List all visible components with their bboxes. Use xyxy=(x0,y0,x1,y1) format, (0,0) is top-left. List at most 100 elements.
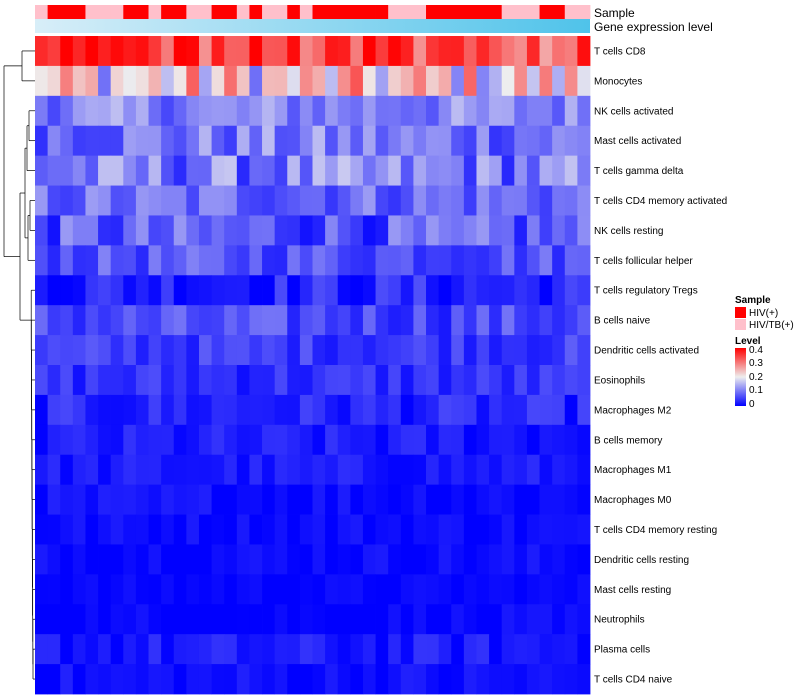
heatmap-cell xyxy=(476,604,490,635)
heatmap-cell xyxy=(198,574,212,605)
heatmap-cell xyxy=(337,544,351,575)
heatmap-cell xyxy=(123,365,137,396)
heatmap-cell xyxy=(35,454,49,486)
heatmap-cell xyxy=(426,275,440,306)
heatmap-cell xyxy=(224,95,238,127)
heatmap-cell xyxy=(325,604,339,635)
heatmap-cell xyxy=(438,484,452,515)
heatmap-cell xyxy=(98,544,112,575)
heatmap-cell xyxy=(577,514,591,545)
heatmap-cell xyxy=(426,454,440,486)
heatmap-cell xyxy=(211,604,225,635)
heatmap-cell xyxy=(438,454,452,486)
heatmap-cell xyxy=(337,484,351,515)
heatmap-cell xyxy=(249,454,263,486)
heatmap-cell xyxy=(60,544,74,575)
heatmap-cell xyxy=(552,215,566,246)
heatmap-cell xyxy=(476,245,490,276)
heatmap-cell xyxy=(388,634,402,665)
heatmap-cell xyxy=(60,365,74,396)
heatmap-cell xyxy=(438,305,452,336)
heatmap-cell xyxy=(72,365,86,396)
heatmap-cell xyxy=(552,634,566,665)
heatmap-cell xyxy=(489,365,503,396)
heatmap-cell xyxy=(135,305,149,336)
heatmap-cell xyxy=(552,65,566,97)
heatmap-cell xyxy=(400,574,414,605)
heatmap-cell xyxy=(375,215,389,246)
heatmap-cell xyxy=(287,215,301,246)
heatmap-cell xyxy=(35,185,49,216)
heatmap-cell xyxy=(514,95,528,127)
heatmap-cell xyxy=(262,664,276,695)
heatmap-cell xyxy=(72,215,86,246)
heatmap-cell xyxy=(85,484,99,515)
heatmap-cell xyxy=(287,514,301,545)
heatmap-cell xyxy=(362,604,376,635)
heatmap-cell xyxy=(211,65,225,97)
heatmap-cell xyxy=(362,155,376,186)
heatmap-cell xyxy=(236,335,250,366)
heatmap-cell xyxy=(249,125,263,157)
heatmap-cell xyxy=(577,544,591,575)
heatmap-cell xyxy=(514,454,528,486)
heatmap-cell xyxy=(262,125,276,157)
heatmap-cell xyxy=(135,65,149,97)
heatmap-cell xyxy=(489,514,503,545)
heatmap-cell xyxy=(85,394,99,426)
row-label: T cells regulatory Tregs xyxy=(594,286,698,297)
heatmap-cell xyxy=(224,335,238,366)
heatmap-cell xyxy=(375,664,389,695)
heatmap-cell xyxy=(514,155,528,186)
sample-annotation-bar xyxy=(35,5,591,19)
heatmap-cell xyxy=(312,155,326,186)
heatmap-cell xyxy=(476,424,490,456)
heatmap-cell xyxy=(123,305,137,336)
heatmap-cell xyxy=(224,245,238,276)
heatmap-cell xyxy=(514,544,528,575)
heatmap-cell xyxy=(463,215,477,246)
sample-annotation-cell xyxy=(564,5,578,19)
row-label: T cells CD8 xyxy=(594,46,646,57)
heatmap-cell xyxy=(60,215,74,246)
heatmap-cell xyxy=(577,215,591,246)
heatmap-cell xyxy=(47,215,61,246)
heatmap-cell xyxy=(123,604,137,635)
heatmap-cell xyxy=(489,215,503,246)
heatmap-cell xyxy=(85,125,99,157)
sample-annotation-cell xyxy=(98,5,112,19)
heatmap-cell xyxy=(451,95,465,127)
heatmap-cell xyxy=(564,65,578,97)
heatmap-cell xyxy=(501,305,515,336)
heatmap-cell xyxy=(224,484,238,515)
heatmap-cell xyxy=(249,185,263,216)
heatmap-cell xyxy=(451,36,465,67)
heatmap-cell xyxy=(337,155,351,186)
heatmap-cell xyxy=(400,125,414,157)
heatmap-cell xyxy=(564,604,578,635)
heatmap-cell xyxy=(552,275,566,306)
heatmap-cell xyxy=(337,424,351,456)
heatmap-cell xyxy=(526,424,540,456)
heatmap-cell xyxy=(325,215,339,246)
heatmap-cell xyxy=(438,514,452,545)
heatmap-cell xyxy=(577,604,591,635)
heatmap-cell xyxy=(85,544,99,575)
heatmap-cell xyxy=(224,424,238,456)
heatmap-cell xyxy=(388,335,402,366)
heatmap-cell xyxy=(98,424,112,456)
heatmap-cell xyxy=(186,185,200,216)
heatmap-cell xyxy=(413,454,427,486)
heatmap-cell xyxy=(47,365,61,396)
heatmap-cell xyxy=(577,65,591,97)
heatmap-cell xyxy=(287,544,301,575)
heatmap-cell xyxy=(249,424,263,456)
heatmap-cell xyxy=(312,664,326,695)
heatmap-cell xyxy=(451,365,465,396)
heatmap-cell xyxy=(98,574,112,605)
heatmap-cell xyxy=(400,245,414,276)
heatmap-cell xyxy=(211,574,225,605)
heatmap-cell xyxy=(451,394,465,426)
heatmap-cell xyxy=(98,305,112,336)
heatmap-cell xyxy=(35,305,49,336)
